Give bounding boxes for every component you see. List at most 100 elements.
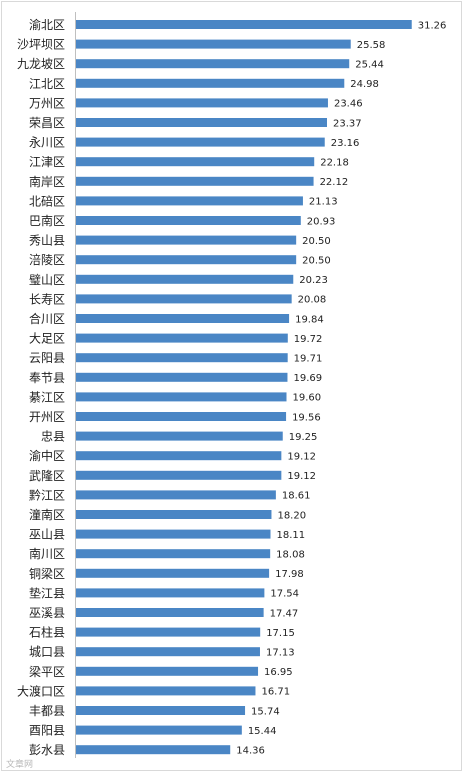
data-label: 20.50	[302, 256, 331, 267]
category-label: 垫江县	[29, 585, 65, 600]
category-label: 梁平区	[29, 664, 65, 679]
bar	[76, 568, 270, 578]
category-label: 忠县	[41, 430, 65, 444]
data-label: 17.54	[270, 589, 299, 600]
category-labels: 渝北区沙坪坝区九龙坡区江北区万州区荣昌区永川区江津区南岸区北碚区巴南区秀山县涪陵…	[17, 17, 65, 757]
bar	[76, 529, 271, 539]
data-label: 14.36	[236, 746, 265, 757]
category-label: 丰都县	[29, 704, 65, 718]
bars	[76, 20, 412, 755]
category-label: 巴南区	[29, 213, 65, 228]
bar	[76, 412, 287, 421]
data-label: 18.11	[277, 530, 306, 541]
bar	[76, 745, 231, 755]
data-label: 22.18	[320, 158, 349, 169]
bar	[76, 216, 301, 225]
bar	[76, 255, 297, 265]
bar	[76, 666, 259, 676]
data-label: 16.95	[264, 667, 293, 678]
bar	[76, 333, 288, 343]
data-label: 19.12	[287, 471, 316, 482]
category-label: 武隆区	[29, 468, 65, 483]
bar	[76, 706, 246, 715]
category-label: 永川区	[29, 136, 65, 150]
bar	[76, 196, 303, 206]
category-label: 南川区	[29, 546, 65, 561]
data-label: 24.98	[350, 79, 379, 90]
bar	[76, 274, 294, 284]
category-label: 九龙坡区	[17, 57, 65, 71]
data-label: 19.25	[289, 432, 318, 443]
category-label: 江津区	[29, 155, 65, 169]
bar	[76, 392, 287, 402]
category-label: 渝中区	[29, 448, 65, 463]
bar	[76, 647, 260, 657]
bar	[76, 627, 261, 637]
category-label: 合川区	[29, 311, 65, 326]
data-label: 21.13	[309, 197, 338, 208]
category-label: 秀山县	[29, 234, 65, 248]
bar	[76, 137, 325, 147]
bar	[76, 588, 265, 598]
bar	[76, 372, 288, 382]
bar	[76, 490, 276, 500]
bar	[76, 78, 345, 88]
bar	[76, 451, 282, 461]
data-label: 19.72	[294, 334, 323, 345]
data-label: 19.56	[292, 412, 321, 423]
bar	[76, 510, 272, 519]
bar	[76, 59, 350, 69]
data-label: 19.12	[287, 452, 316, 463]
data-label: 25.44	[355, 60, 384, 71]
data-label: 18.20	[277, 510, 306, 521]
bar	[76, 294, 292, 304]
category-label: 沙坪坝区	[17, 38, 65, 52]
bar	[76, 353, 288, 363]
bar	[76, 314, 290, 323]
bar	[76, 686, 256, 696]
data-label: 19.60	[293, 393, 322, 404]
category-label: 涪陵区	[29, 252, 65, 267]
data-label: 15.44	[248, 726, 277, 737]
data-label: 22.12	[320, 177, 349, 188]
data-label: 23.37	[333, 118, 362, 129]
data-label: 25.58	[357, 40, 386, 51]
data-label: 16.71	[261, 687, 290, 698]
category-label: 南岸区	[29, 174, 65, 189]
bar	[76, 608, 264, 617]
data-label: 20.23	[299, 275, 328, 286]
data-label: 17.15	[266, 628, 295, 639]
category-label: 长寿区	[29, 292, 65, 306]
category-label: 渝北区	[29, 17, 65, 32]
category-label: 大足区	[29, 332, 65, 346]
category-label: 奉节县	[29, 371, 65, 385]
category-label: 大渡口区	[17, 683, 65, 698]
value-labels: 31.26 25.58 25.44 24.98 23.46 23.37 23.16 22.18…	[236, 20, 446, 756]
data-label: 15.74	[251, 706, 280, 717]
bar	[76, 98, 328, 108]
category-label: 石柱县	[29, 625, 65, 640]
category-label: 潼南区	[29, 507, 65, 522]
data-label: 20.50	[302, 236, 331, 247]
bar	[76, 157, 315, 167]
watermark: 文章网	[6, 760, 34, 770]
bar	[76, 549, 271, 559]
bar	[76, 235, 297, 245]
data-label: 18.08	[276, 550, 305, 561]
category-label: 铜梁区	[29, 566, 65, 581]
data-label: 17.13	[266, 648, 295, 659]
category-label: 璧山区	[29, 272, 65, 287]
category-label: 黔江区	[29, 487, 65, 502]
bar	[76, 39, 351, 49]
data-label: 17.98	[275, 569, 304, 580]
bar	[76, 118, 327, 127]
data-label: 23.16	[331, 138, 360, 149]
category-label: 巫山县	[29, 528, 65, 542]
bar	[76, 431, 283, 441]
data-label: 23.46	[334, 99, 363, 110]
category-label: 酉阳县	[29, 724, 65, 738]
category-label: 荣昌区	[29, 116, 65, 130]
category-label: 巫溪县	[29, 606, 65, 620]
